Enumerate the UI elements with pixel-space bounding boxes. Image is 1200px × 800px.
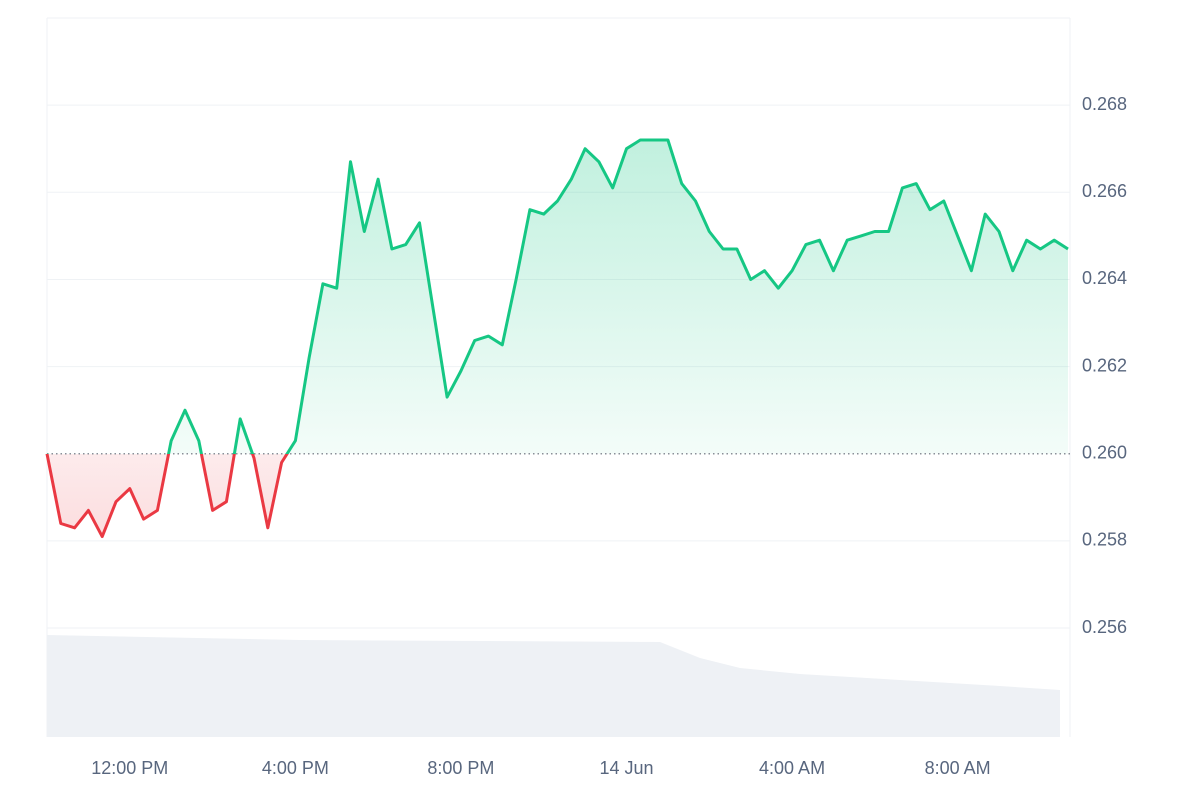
volume-backdrop: [47, 635, 1060, 737]
y-tick-label: 0.264: [1082, 268, 1127, 288]
y-tick-label: 0.268: [1082, 94, 1127, 114]
y-tick-label: 0.262: [1082, 355, 1127, 375]
y-tick-label: 0.260: [1082, 443, 1127, 463]
y-tick-label: 0.256: [1082, 617, 1127, 637]
x-tick-label: 14 Jun: [599, 758, 653, 778]
x-tick-label: 4:00 AM: [759, 758, 825, 778]
price-line: [45, 138, 1069, 539]
x-tick-label: 8:00 AM: [925, 758, 991, 778]
y-tick-label: 0.266: [1082, 181, 1127, 201]
x-tick-label: 4:00 PM: [262, 758, 329, 778]
x-tick-label: 12:00 PM: [91, 758, 168, 778]
area: [47, 140, 1068, 537]
y-tick-label: 0.258: [1082, 530, 1127, 550]
x-tick-label: 8:00 PM: [427, 758, 494, 778]
